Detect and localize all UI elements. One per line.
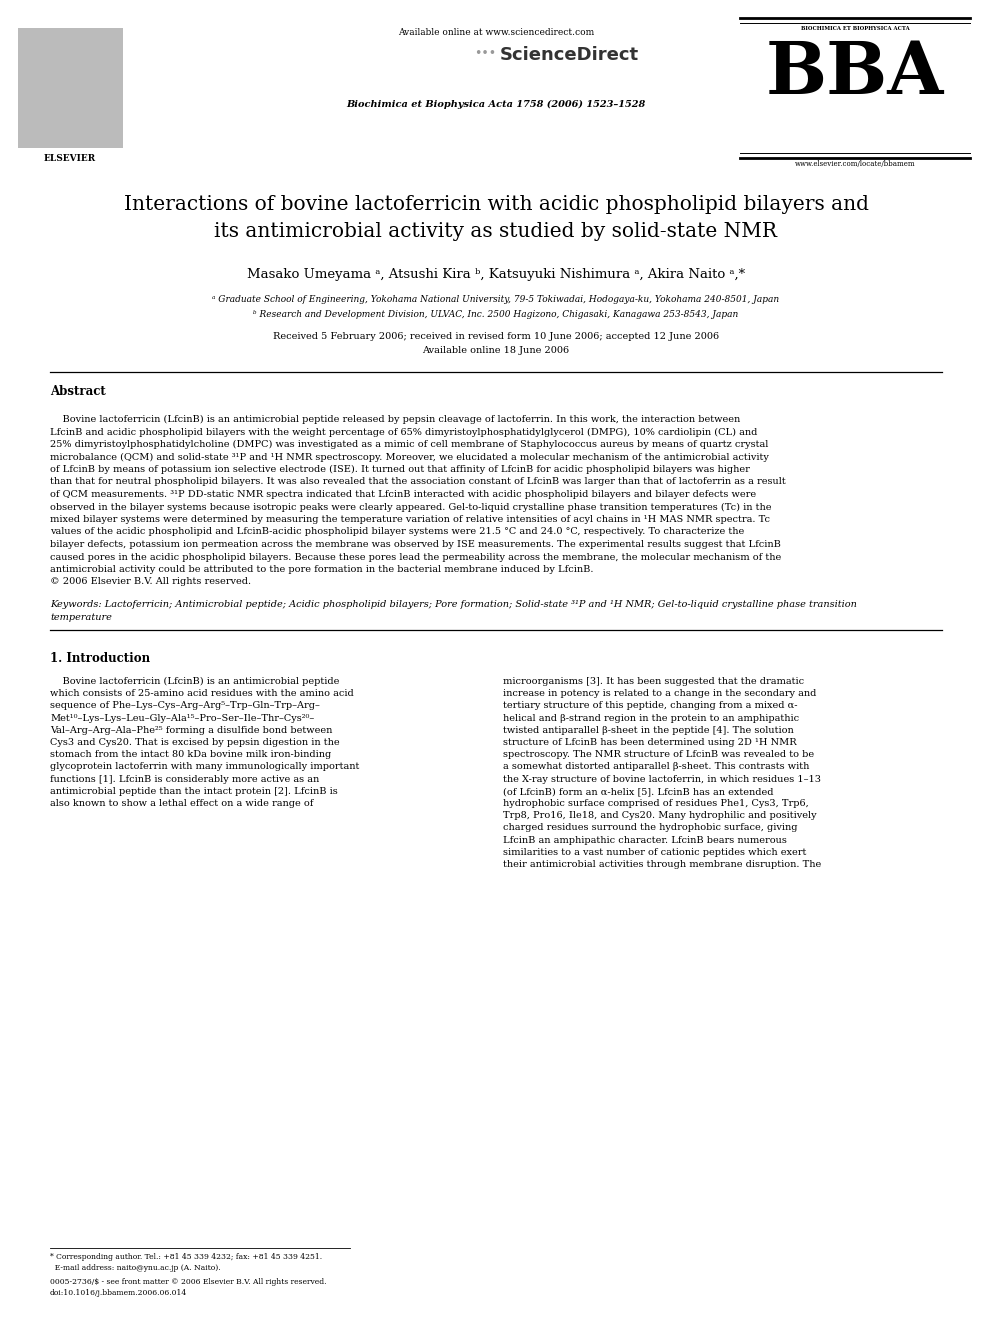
Text: of QCM measurements. ³¹P DD-static NMR spectra indicated that LfcinB interacted : of QCM measurements. ³¹P DD-static NMR s…	[50, 490, 756, 499]
Text: also known to show a lethal effect on a wide range of: also known to show a lethal effect on a …	[50, 799, 313, 808]
Text: functions [1]. LfcinB is considerably more active as an: functions [1]. LfcinB is considerably mo…	[50, 774, 319, 783]
Text: observed in the bilayer systems because isotropic peaks were clearly appeared. G: observed in the bilayer systems because …	[50, 503, 772, 512]
Text: ELSEVIER: ELSEVIER	[44, 153, 96, 163]
Text: 0005-2736/$ - see front matter © 2006 Elsevier B.V. All rights reserved.: 0005-2736/$ - see front matter © 2006 El…	[50, 1278, 326, 1286]
Text: hydrophobic surface comprised of residues Phe1, Cys3, Trp6,: hydrophobic surface comprised of residue…	[503, 799, 808, 808]
Text: ᵃ Graduate School of Engineering, Yokohama National University, 79-5 Tokiwadai, : ᵃ Graduate School of Engineering, Yokoha…	[212, 295, 780, 304]
Text: 1. Introduction: 1. Introduction	[50, 652, 150, 665]
Text: spectroscopy. The NMR structure of LfcinB was revealed to be: spectroscopy. The NMR structure of Lfcin…	[503, 750, 814, 759]
Text: microbalance (QCM) and solid-state ³¹P and ¹H NMR spectroscopy. Moreover, we elu: microbalance (QCM) and solid-state ³¹P a…	[50, 452, 769, 462]
Text: which consists of 25-amino acid residues with the amino acid: which consists of 25-amino acid residues…	[50, 689, 354, 699]
Text: structure of LfcinB has been determined using 2D ¹H NMR: structure of LfcinB has been determined …	[503, 738, 797, 747]
Text: •••: •••	[474, 48, 496, 60]
Text: 25% dimyristoylphosphatidylcholine (DMPC) was investigated as a mimic of cell me: 25% dimyristoylphosphatidylcholine (DMPC…	[50, 441, 769, 448]
Text: * Corresponding author. Tel.: +81 45 339 4232; fax: +81 45 339 4251.: * Corresponding author. Tel.: +81 45 339…	[50, 1253, 322, 1261]
Bar	[18, 28, 123, 148]
Text: charged residues surround the hydrophobic surface, giving: charged residues surround the hydrophobi…	[503, 823, 798, 832]
Text: Available online at www.sciencedirect.com: Available online at www.sciencedirect.co…	[398, 28, 594, 37]
Text: its antimicrobial activity as studied by solid-state NMR: its antimicrobial activity as studied by…	[214, 222, 778, 241]
Text: LfcinB an amphipathic character. LfcinB bears numerous: LfcinB an amphipathic character. LfcinB …	[503, 836, 787, 844]
Text: BIOCHIMICA ET BIOPHYSICA ACTA: BIOCHIMICA ET BIOPHYSICA ACTA	[801, 26, 910, 30]
Text: glycoprotein lactoferrin with many immunologically important: glycoprotein lactoferrin with many immun…	[50, 762, 359, 771]
Text: Trp8, Pro16, Ile18, and Cys20. Many hydrophilic and positively: Trp8, Pro16, Ile18, and Cys20. Many hydr…	[503, 811, 816, 820]
Text: ScienceDirect: ScienceDirect	[500, 46, 639, 64]
Text: Keywords: Lactoferricin; Antimicrobial peptide; Acidic phospholipid bilayers; Po: Keywords: Lactoferricin; Antimicrobial p…	[50, 601, 857, 609]
Text: mixed bilayer systems were determined by measuring the temperature variation of : mixed bilayer systems were determined by…	[50, 515, 770, 524]
Text: increase in potency is related to a change in the secondary and: increase in potency is related to a chan…	[503, 689, 816, 699]
Text: BBA: BBA	[766, 38, 944, 108]
Text: Met¹⁰–Lys–Lys–Leu–Gly–Ala¹⁵–Pro–Ser–Ile–Thr–Cys²⁰–: Met¹⁰–Lys–Lys–Leu–Gly–Ala¹⁵–Pro–Ser–Ile–…	[50, 713, 314, 722]
Text: tertiary structure of this peptide, changing from a mixed α-: tertiary structure of this peptide, chan…	[503, 701, 798, 710]
Text: caused pores in the acidic phospholipid bilayers. Because these pores lead the p: caused pores in the acidic phospholipid …	[50, 553, 782, 561]
Text: values of the acidic phospholipid and LfcinB-acidic phospholipid bilayer systems: values of the acidic phospholipid and Lf…	[50, 528, 744, 537]
Text: Interactions of bovine lactoferricin with acidic phospholipid bilayers and: Interactions of bovine lactoferricin wit…	[123, 194, 869, 214]
Text: antimicrobial peptide than the intact protein [2]. LfcinB is: antimicrobial peptide than the intact pr…	[50, 787, 337, 796]
Text: Bovine lactoferricin (LfcinB) is an antimicrobial peptide released by pepsin cle: Bovine lactoferricin (LfcinB) is an anti…	[50, 415, 740, 425]
Text: E-mail address: naito@ynu.ac.jp (A. Naito).: E-mail address: naito@ynu.ac.jp (A. Nait…	[50, 1263, 220, 1271]
Text: Biochimica et Biophysica Acta 1758 (2006) 1523–1528: Biochimica et Biophysica Acta 1758 (2006…	[346, 101, 646, 108]
Text: temperature: temperature	[50, 613, 112, 622]
Text: Cys3 and Cys20. That is excised by pepsin digestion in the: Cys3 and Cys20. That is excised by pepsi…	[50, 738, 339, 747]
Text: similarities to a vast number of cationic peptides which exert: similarities to a vast number of cationi…	[503, 848, 806, 857]
Text: the X-ray structure of bovine lactoferrin, in which residues 1–13: the X-ray structure of bovine lactoferri…	[503, 774, 821, 783]
Text: their antimicrobial activities through membrane disruption. The: their antimicrobial activities through m…	[503, 860, 821, 869]
Text: bilayer defects, potassium ion permeation across the membrane was observed by IS: bilayer defects, potassium ion permeatio…	[50, 540, 781, 549]
Text: of LfcinB by means of potassium ion selective electrode (ISE). It turned out tha: of LfcinB by means of potassium ion sele…	[50, 464, 750, 474]
Text: Abstract: Abstract	[50, 385, 106, 398]
Text: ᵇ Research and Development Division, ULVAC, Inc. 2500 Hagizono, Chigasaki, Kanag: ᵇ Research and Development Division, ULV…	[253, 310, 739, 319]
Text: Bovine lactoferricin (LfcinB) is an antimicrobial peptide: Bovine lactoferricin (LfcinB) is an anti…	[50, 677, 339, 687]
Text: antimicrobial activity could be attributed to the pore formation in the bacteria: antimicrobial activity could be attribut…	[50, 565, 593, 574]
Text: © 2006 Elsevier B.V. All rights reserved.: © 2006 Elsevier B.V. All rights reserved…	[50, 578, 251, 586]
Text: than that for neutral phospholipid bilayers. It was also revealed that the assoc: than that for neutral phospholipid bilay…	[50, 478, 786, 487]
Text: (of LfcinB) form an α-helix [5]. LfcinB has an extended: (of LfcinB) form an α-helix [5]. LfcinB …	[503, 787, 774, 796]
Text: microorganisms [3]. It has been suggested that the dramatic: microorganisms [3]. It has been suggeste…	[503, 677, 805, 687]
Text: Received 5 February 2006; received in revised form 10 June 2006; accepted 12 Jun: Received 5 February 2006; received in re…	[273, 332, 719, 341]
Text: Available online 18 June 2006: Available online 18 June 2006	[423, 347, 569, 355]
Text: www.elsevier.com/locate/bbamem: www.elsevier.com/locate/bbamem	[795, 160, 916, 168]
Text: Val–Arg–Arg–Ala–Phe²⁵ forming a disulfide bond between: Val–Arg–Arg–Ala–Phe²⁵ forming a disulfid…	[50, 726, 332, 734]
Text: sequence of Phe–Lys–Cys–Arg–Arg⁵–Trp–Gln–Trp–Arg–: sequence of Phe–Lys–Cys–Arg–Arg⁵–Trp–Gln…	[50, 701, 319, 710]
Text: helical and β-strand region in the protein to an amphipathic: helical and β-strand region in the prote…	[503, 713, 800, 722]
Text: doi:10.1016/j.bbamem.2006.06.014: doi:10.1016/j.bbamem.2006.06.014	[50, 1289, 187, 1297]
Text: LfcinB and acidic phospholipid bilayers with the weight percentage of 65% dimyri: LfcinB and acidic phospholipid bilayers …	[50, 427, 757, 437]
Text: twisted antiparallel β-sheet in the peptide [4]. The solution: twisted antiparallel β-sheet in the pept…	[503, 726, 794, 734]
Text: Masako Umeyama ᵃ, Atsushi Kira ᵇ, Katsuyuki Nishimura ᵃ, Akira Naito ᵃ,*: Masako Umeyama ᵃ, Atsushi Kira ᵇ, Katsuy…	[247, 269, 745, 280]
Text: a somewhat distorted antiparallel β-sheet. This contrasts with: a somewhat distorted antiparallel β-shee…	[503, 762, 809, 771]
Text: stomach from the intact 80 kDa bovine milk iron-binding: stomach from the intact 80 kDa bovine mi…	[50, 750, 331, 759]
